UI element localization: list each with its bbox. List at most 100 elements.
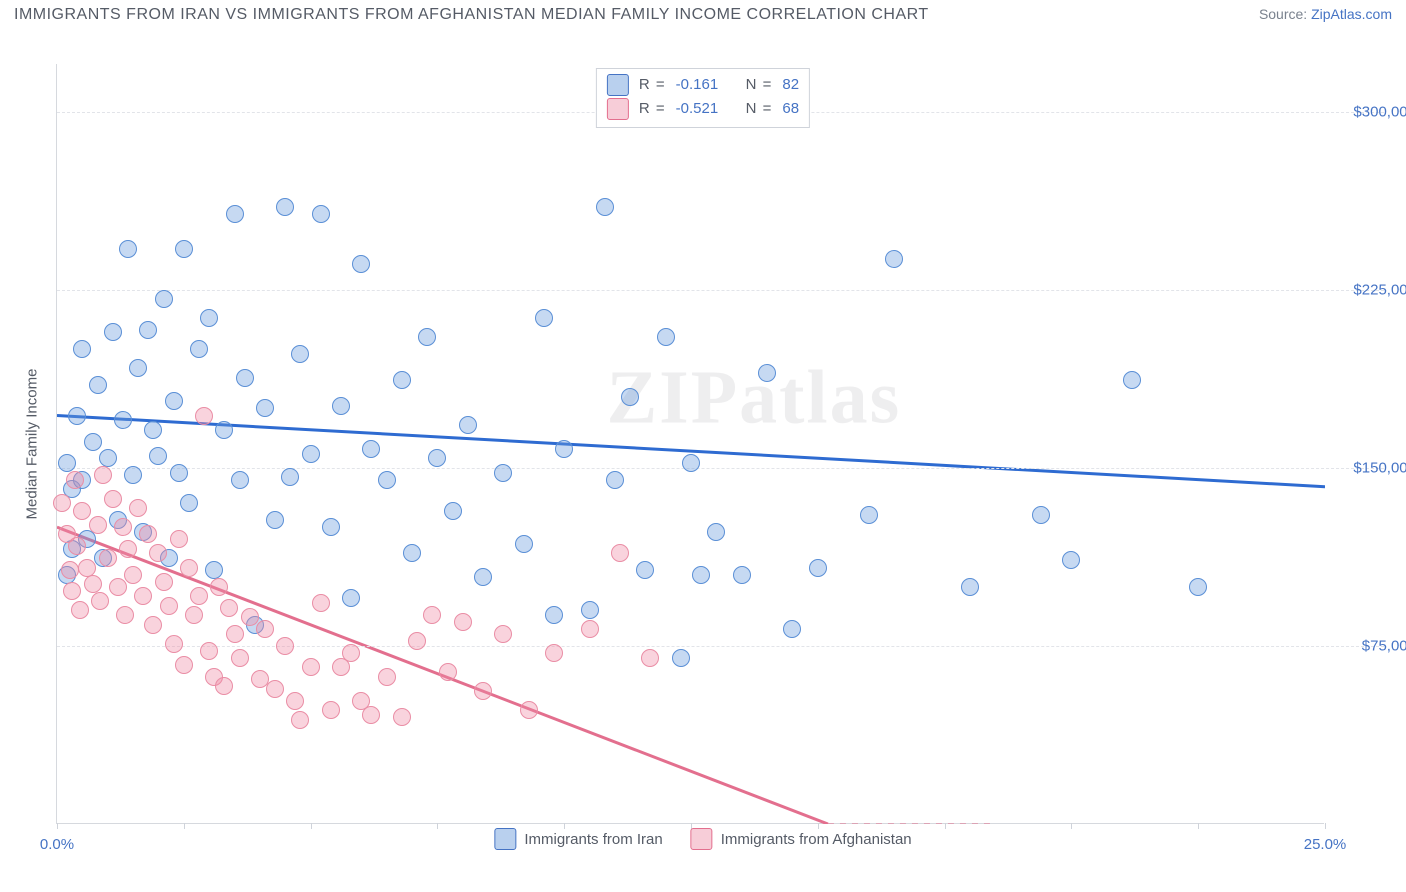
n-label: N = [746,73,773,97]
scatter-point-afghanistan [104,490,122,508]
x-tick [1325,823,1326,829]
scatter-point-iran [657,328,675,346]
scatter-point-iran [555,440,573,458]
scatter-point-afghanistan [134,587,152,605]
scatter-point-afghanistan [266,680,284,698]
y-tick-label: $300,000 [1353,103,1406,120]
source-link[interactable]: ZipAtlas.com [1311,6,1392,22]
scatter-point-iran [312,205,330,223]
scatter-point-iran [1123,371,1141,389]
scatter-point-iran [129,359,147,377]
n-value-afghanistan: 68 [782,97,799,121]
scatter-point-iran [515,535,533,553]
scatter-point-afghanistan [119,540,137,558]
x-tick [1198,823,1199,829]
legend-item-iran: Immigrants from Iran [494,828,662,850]
series-legend: Immigrants from Iran Immigrants from Afgh… [494,828,911,850]
scatter-point-afghanistan [362,706,380,724]
scatter-point-afghanistan [129,499,147,517]
scatter-point-iran [190,340,208,358]
y-axis-label: Median Family Income [24,369,41,520]
x-tick-label: 0.0% [40,836,74,853]
scatter-point-iran [231,471,249,489]
scatter-point-iran [322,518,340,536]
scatter-point-afghanistan [439,663,457,681]
n-label: N = [746,97,773,121]
scatter-point-iran [474,568,492,586]
scatter-point-afghanistan [611,544,629,562]
scatter-point-afghanistan [53,494,71,512]
gridline-h [57,290,1384,291]
scatter-point-iran [1189,578,1207,596]
scatter-point-afghanistan [180,559,198,577]
scatter-point-afghanistan [124,566,142,584]
scatter-point-afghanistan [63,582,81,600]
scatter-point-iran [180,494,198,512]
scatter-point-afghanistan [190,587,208,605]
scatter-point-iran [175,240,193,258]
scatter-point-iran [89,376,107,394]
scatter-point-iran [236,369,254,387]
scatter-point-afghanistan [155,573,173,591]
stats-legend: R =-0.161N =82R =-0.521N =68 [596,68,810,128]
scatter-point-iran [809,559,827,577]
scatter-point-iran [114,411,132,429]
scatter-point-iran [885,250,903,268]
scatter-point-iran [205,561,223,579]
scatter-point-iran [144,421,162,439]
scatter-point-afghanistan [256,620,274,638]
trend-lines [57,64,1325,824]
scatter-point-afghanistan [378,668,396,686]
scatter-point-iran [68,407,86,425]
scatter-point-iran [362,440,380,458]
scatter-point-afghanistan [116,606,134,624]
scatter-point-afghanistan [99,549,117,567]
scatter-point-iran [1062,551,1080,569]
scatter-point-iran [733,566,751,584]
scatter-point-iran [707,523,725,541]
scatter-point-afghanistan [474,682,492,700]
scatter-point-iran [378,471,396,489]
scatter-point-iran [302,445,320,463]
scatter-point-afghanistan [170,530,188,548]
scatter-point-iran [104,323,122,341]
swatch-iran [607,74,629,96]
scatter-point-afghanistan [91,592,109,610]
scatter-point-iran [636,561,654,579]
stats-row-afghanistan: R =-0.521N =68 [607,97,799,121]
scatter-point-afghanistan [144,616,162,634]
scatter-point-iran [672,649,690,667]
plot-area: ZIPatlas $75,000$150,000$225,000$300,000… [56,64,1324,824]
scatter-point-afghanistan [291,711,309,729]
scatter-point-iran [226,205,244,223]
scatter-point-afghanistan [66,471,84,489]
scatter-point-iran [621,388,639,406]
scatter-point-afghanistan [423,606,441,624]
x-tick [437,823,438,829]
x-tick [184,823,185,829]
scatter-point-iran [99,449,117,467]
r-label: R = [639,73,666,97]
scatter-point-iran [428,449,446,467]
scatter-point-afghanistan [545,644,563,662]
scatter-point-iran [393,371,411,389]
legend-label-afghanistan: Immigrants from Afghanistan [721,831,912,848]
x-tick [311,823,312,829]
scatter-point-iran [581,601,599,619]
scatter-point-afghanistan [195,407,213,425]
scatter-point-iran [1032,506,1050,524]
scatter-point-iran [200,309,218,327]
r-value-afghanistan: -0.521 [676,97,736,121]
scatter-point-afghanistan [393,708,411,726]
x-tick [945,823,946,829]
x-tick [57,823,58,829]
scatter-point-iran [215,421,233,439]
legend-swatch-afghanistan [691,828,713,850]
scatter-point-iran [494,464,512,482]
scatter-point-iran [961,578,979,596]
scatter-point-afghanistan [276,637,294,655]
scatter-point-iran [256,399,274,417]
gridline-h [57,646,1384,647]
scatter-point-iran [332,397,350,415]
scatter-point-afghanistan [200,642,218,660]
